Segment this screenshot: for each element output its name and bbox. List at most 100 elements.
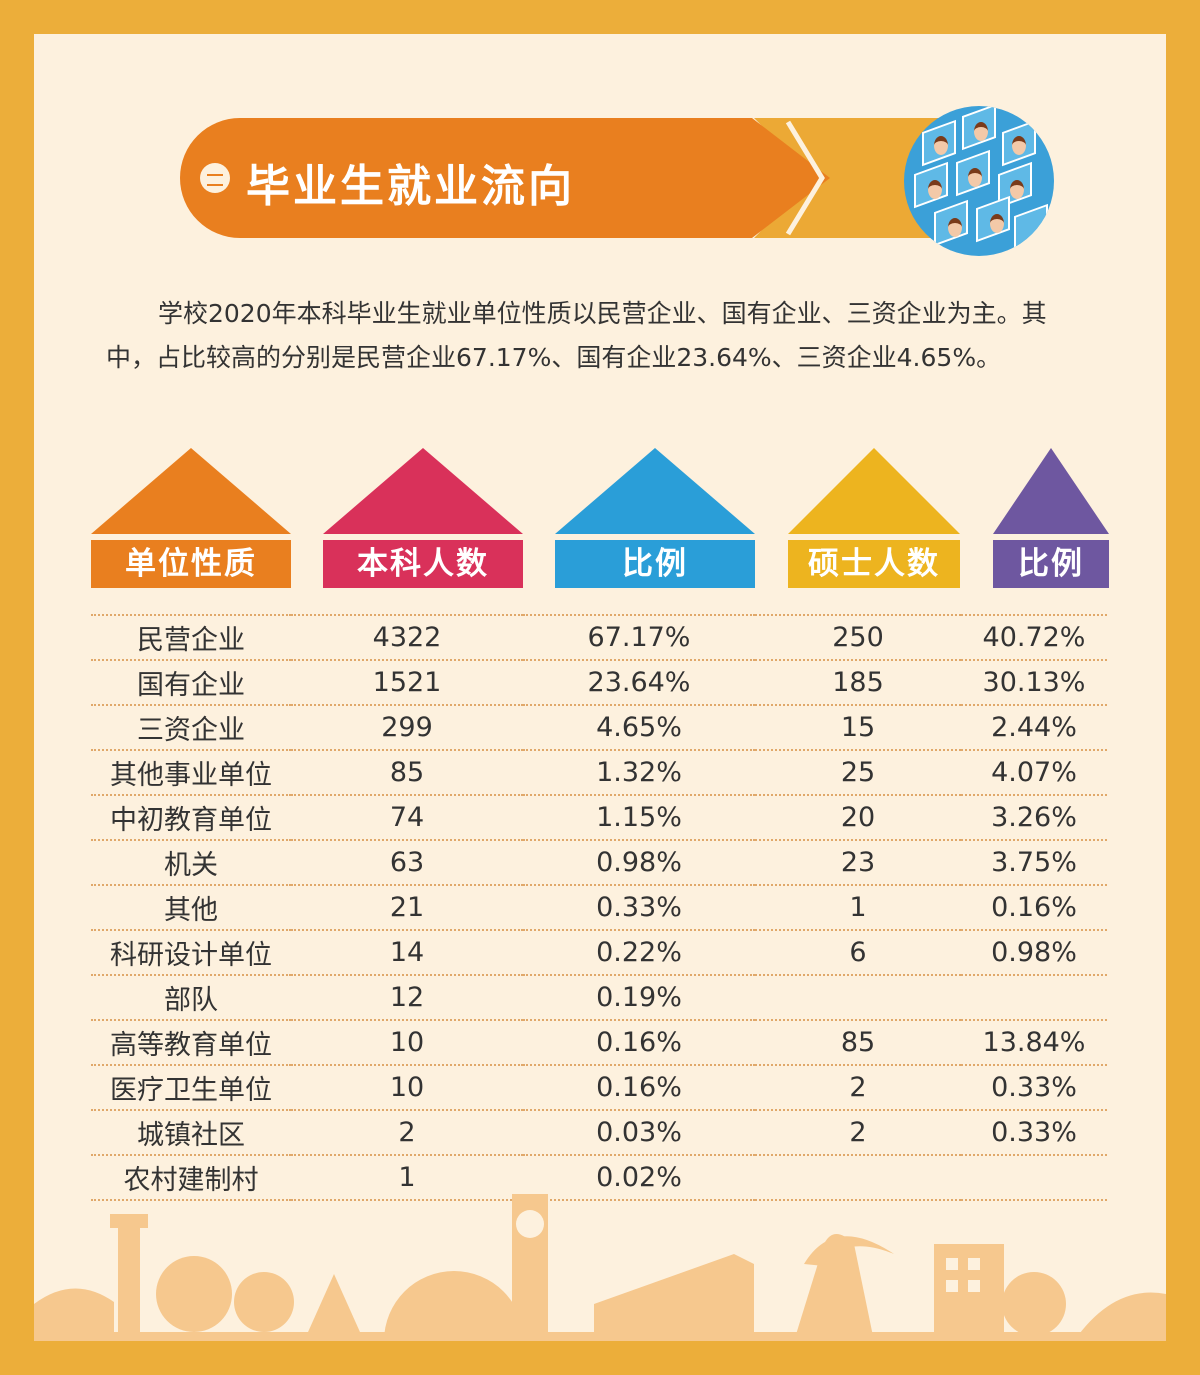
bachelor-ratio-cell: 1.32% [523,750,755,796]
bachelor-count-cell: 21 [291,885,523,931]
bachelor-ratio-cell: 0.02% [523,1155,755,1201]
unit-type-cell: 中初教育单位 [91,795,291,841]
bachelor-count-cell: 12 [291,975,523,1021]
table-row: 农村建制村 1 0.02% [91,1155,1107,1201]
master-ratio-cell: 0.33% [961,1110,1107,1156]
header-label: 比例 [993,540,1109,588]
header-bachelor-ratio: 比例 [555,448,755,588]
master-ratio-cell: 3.26% [961,795,1107,841]
unit-type-cell: 农村建制村 [91,1155,291,1201]
header-label: 本科人数 [323,540,523,588]
banner [180,118,830,238]
table-row: 中初教育单位 74 1.15% 20 3.26% [91,795,1107,841]
bachelor-count-cell: 74 [291,795,523,841]
intro-paragraph: 学校2020年本科毕业生就业单位性质以民营企业、国有企业、三资企业为主。其中，占… [106,299,1047,372]
master-count-cell: 85 [755,1020,961,1066]
office-globe-illustration [904,106,1054,256]
master-count-cell: 250 [755,614,961,661]
master-ratio-cell: 40.72% [961,614,1107,661]
master-count-cell: 2 [755,1110,961,1156]
bachelor-ratio-cell: 0.22% [523,930,755,976]
table-row: 机关 63 0.98% 23 3.75% [91,840,1107,886]
master-count-cell [755,1155,961,1201]
table-row: 国有企业 1521 23.64% 185 30.13% [91,660,1107,706]
unit-type-cell: 其他事业单位 [91,750,291,796]
table-row: 民营企业 4322 67.17% 250 40.72% [91,614,1107,661]
bachelor-count-cell: 63 [291,840,523,886]
master-ratio-cell [961,1155,1107,1201]
unit-type-cell: 机关 [91,840,291,886]
banner-chevron-icon [785,120,825,236]
header-label: 比例 [555,540,755,588]
master-count-cell: 25 [755,750,961,796]
header-label: 硕士人数 [788,540,960,588]
unit-type-cell: 城镇社区 [91,1110,291,1156]
bachelor-count-cell: 10 [291,1020,523,1066]
header-bachelor-count: 本科人数 [323,448,523,588]
bachelor-ratio-cell: 0.03% [523,1110,755,1156]
bachelor-ratio-cell: 67.17% [523,614,755,661]
roof-shape [91,448,291,534]
bachelor-ratio-cell: 0.19% [523,975,755,1021]
unit-type-cell: 部队 [91,975,291,1021]
bachelor-count-cell: 299 [291,705,523,751]
unit-type-cell: 科研设计单位 [91,930,291,976]
unit-type-cell: 医疗卫生单位 [91,1065,291,1111]
master-count-cell: 20 [755,795,961,841]
master-ratio-cell: 0.16% [961,885,1107,931]
unit-type-cell: 其他 [91,885,291,931]
unit-type-cell: 民营企业 [91,614,291,661]
bachelor-count-cell: 1521 [291,660,523,706]
poster-frame: 毕业生就业流向 学校2020年本科毕业生就业单位性质以民营企业、国有企业、三资企… [34,34,1166,1341]
header-unit-type: 单位性质 [91,448,291,588]
master-ratio-cell: 0.33% [961,1065,1107,1111]
bachelor-ratio-cell: 0.98% [523,840,755,886]
bachelor-ratio-cell: 4.65% [523,705,755,751]
table-row: 高等教育单位 10 0.16% 85 13.84% [91,1020,1107,1066]
bachelor-count-cell: 1 [291,1155,523,1201]
master-ratio-cell: 3.75% [961,840,1107,886]
bachelor-ratio-cell: 0.16% [523,1065,755,1111]
unit-type-cell: 国有企业 [91,660,291,706]
roof-shape [555,448,755,534]
section-title: 毕业生就业流向 [246,161,575,212]
bachelor-count-cell: 4322 [291,614,523,661]
master-ratio-cell: 4.07% [961,750,1107,796]
master-ratio-cell [961,975,1107,1021]
unit-type-cell: 三资企业 [91,705,291,751]
table-row: 其他 21 0.33% 1 0.16% [91,885,1107,931]
bachelor-ratio-cell: 23.64% [523,660,755,706]
header-master-count: 硕士人数 [788,448,960,588]
roof-shape [323,448,523,534]
header-label: 单位性质 [91,540,291,588]
table-row: 其他事业单位 85 1.32% 25 4.07% [91,750,1107,796]
master-ratio-cell: 30.13% [961,660,1107,706]
bachelor-ratio-cell: 0.16% [523,1020,755,1066]
master-ratio-cell: 13.84% [961,1020,1107,1066]
unit-type-cell: 高等教育单位 [91,1020,291,1066]
table-row: 科研设计单位 14 0.22% 6 0.98% [91,930,1107,976]
table-row: 城镇社区 2 0.03% 2 0.33% [91,1110,1107,1156]
master-ratio-cell: 0.98% [961,930,1107,976]
master-count-cell: 2 [755,1065,961,1111]
header-master-ratio: 比例 [993,448,1109,588]
master-count-cell: 6 [755,930,961,976]
table-row: 医疗卫生单位 10 0.16% 2 0.33% [91,1065,1107,1111]
table-row: 三资企业 299 4.65% 15 2.44% [91,705,1107,751]
master-count-cell: 185 [755,660,961,706]
roof-shape [993,448,1109,534]
bachelor-ratio-cell: 0.33% [523,885,755,931]
bachelor-count-cell: 2 [291,1110,523,1156]
master-count-cell [755,975,961,1021]
master-count-cell: 15 [755,705,961,751]
banner-badge-icon [200,163,230,193]
master-count-cell: 1 [755,885,961,931]
bachelor-count-cell: 14 [291,930,523,976]
bachelor-count-cell: 10 [291,1065,523,1111]
bachelor-count-cell: 85 [291,750,523,796]
table-row: 部队 12 0.19% [91,975,1107,1021]
master-ratio-cell: 2.44% [961,705,1107,751]
master-count-cell: 23 [755,840,961,886]
roof-shape [788,448,960,534]
employment-table: 民营企业 4322 67.17% 250 40.72% 国有企业 1521 23.64% 185… [91,614,1107,1201]
